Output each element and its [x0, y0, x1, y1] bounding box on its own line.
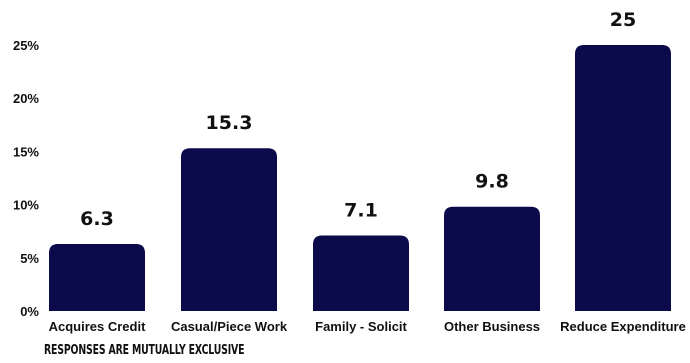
bar	[181, 148, 277, 311]
bar	[49, 243, 145, 311]
x-tick-label: Reduce Expenditure	[560, 319, 686, 334]
data-label: 6.3	[80, 208, 114, 230]
x-axis: Acquires Credit Casual/Piece Work Family -…	[49, 319, 686, 334]
x-tick-label: Casual/Piece Work	[171, 319, 288, 334]
x-tick-label: Family - Solicit	[315, 319, 407, 334]
y-tick-label: 20%	[13, 91, 39, 106]
y-tick-label: 10%	[13, 198, 39, 213]
data-labels: 6.3 15.3 7.1 9.8 25	[80, 9, 636, 230]
x-tick-label: Other Business	[444, 319, 540, 334]
bar	[575, 45, 671, 311]
data-label: 15.3	[206, 112, 253, 134]
y-tick-label: 0%	[20, 304, 39, 319]
data-label: 7.1	[344, 199, 378, 221]
bars	[49, 45, 671, 311]
y-tick-label: 25%	[13, 38, 39, 53]
bar	[313, 235, 409, 311]
data-label: 9.8	[475, 171, 509, 193]
data-label: 25	[610, 9, 636, 31]
bar	[444, 206, 540, 311]
y-axis: 0% 5% 10% 15% 20% 25%	[13, 38, 39, 319]
x-tick-label: Acquires Credit	[49, 319, 146, 334]
footnote: RESPONSES ARE MUTUALLY EXCLUSIVE	[44, 343, 245, 358]
y-tick-label: 15%	[13, 144, 39, 159]
y-tick-label: 5%	[20, 251, 39, 266]
